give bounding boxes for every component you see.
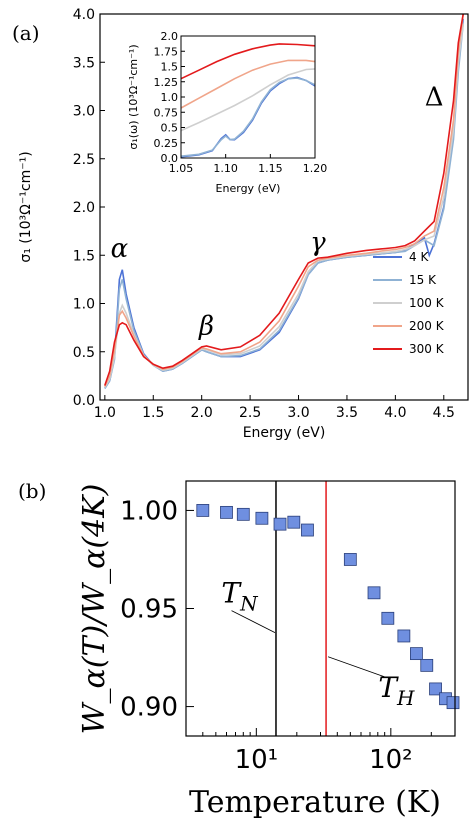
inset-x-tick-label: 1.10 — [213, 162, 238, 175]
x-tick-label: 1.0 — [94, 405, 116, 421]
y-tick-label: 0.0 — [73, 393, 95, 409]
x-tick-label: 4.0 — [384, 405, 406, 421]
x-tick-label: 2.5 — [239, 405, 261, 421]
series-line-2 — [104, 23, 464, 388]
inset-series-line-2 — [180, 68, 316, 132]
leader-line — [327, 656, 385, 678]
series-line-3 — [104, 13, 464, 387]
b-y-tick-label: 1.00 — [120, 496, 178, 526]
x-tick-label: 4.5 — [433, 405, 455, 421]
inset-x-tick-label: 1.15 — [258, 162, 283, 175]
x-tick-label: 3.0 — [287, 405, 309, 421]
inset-chart: 1.05 1.10 1.15 1.20 0.0 0.25 0.5 0.75 1.0 1.25 1.5… — [127, 30, 327, 195]
data-point — [301, 523, 314, 537]
b-ticks-group: 10¹ 10² 0.90 0.95 1.00 — [120, 496, 456, 775]
data-points-group — [196, 504, 460, 710]
main-y-axis-label: σ₁ (10³Ω⁻¹cm⁻¹) — [18, 151, 34, 262]
y-tick-label: 2.5 — [73, 152, 95, 168]
legend-label: 15 K — [409, 273, 437, 287]
inset-background — [181, 36, 315, 158]
b-x-tick-label: 10² — [369, 745, 413, 775]
legend-label: 300 K — [409, 342, 445, 356]
annotation-alpha: α — [111, 234, 129, 264]
y-tick-label: 1.5 — [73, 248, 95, 264]
inset-y-tick-label: 0.5 — [161, 122, 179, 135]
inset-y-tick-label: 0.25 — [154, 137, 179, 150]
main-series-group — [104, 13, 464, 389]
leader-line — [231, 610, 276, 633]
data-point — [367, 586, 381, 600]
y-tick-label: 2.0 — [73, 200, 95, 216]
inset-y-tick-label: 0.0 — [161, 152, 179, 165]
data-point — [273, 517, 287, 531]
data-point — [420, 658, 434, 672]
inset-series-line-1 — [180, 77, 316, 157]
x-tick-label: 1.5 — [142, 405, 164, 421]
inset-y-tick-label: 1.0 — [161, 91, 179, 104]
inset-series-line-3 — [180, 59, 316, 109]
b-x-tick-label: 10¹ — [235, 745, 279, 775]
y-tick-label: 4.0 — [73, 7, 95, 23]
b-y-tick-label: 0.95 — [120, 595, 178, 625]
inset-series-group — [180, 43, 316, 158]
data-point — [220, 505, 233, 519]
data-point — [255, 511, 269, 525]
data-point — [287, 515, 301, 529]
vline-label-0: TN — [221, 577, 259, 616]
main-x-axis-label: Energy (eV) — [243, 425, 326, 441]
main-legend: 4 K 15 K 100 K 200 K 300 K — [373, 250, 445, 356]
data-point — [343, 553, 357, 566]
legend-label: 4 K — [409, 250, 429, 264]
inset-ticks-group: 1.05 1.10 1.15 1.20 0.0 0.25 0.5 0.75 1.0 1.25 1.5… — [154, 30, 328, 175]
inset-y-tick-label: 1.25 — [154, 76, 179, 89]
annotation-gamma: γ — [310, 227, 326, 257]
legend-label: 200 K — [409, 319, 445, 333]
x-tick-label: 3.5 — [336, 405, 358, 421]
inset-x-tick-label: 1.20 — [303, 162, 328, 175]
inset-series-line-4 — [180, 43, 316, 80]
main-spectrum-chart: 1.0 1.5 2.0 2.5 3.0 3.5 4.0 4.5 0.0 0.5 1.0 1.5 2.0 2… — [18, 7, 469, 441]
data-point — [236, 507, 250, 521]
inset-x-axis-label: Energy (eV) — [216, 182, 281, 195]
panel-b-label: (b) — [18, 479, 46, 503]
inset-y-tick-label: 2.0 — [161, 30, 179, 43]
data-point — [397, 629, 411, 643]
inset-y-tick-label: 1.5 — [161, 61, 179, 74]
series-line-4 — [104, 13, 464, 386]
legend-label: 100 K — [409, 296, 445, 310]
inset-y-tick-label: 1.75 — [154, 45, 179, 58]
data-point — [446, 696, 460, 710]
data-point — [381, 611, 395, 625]
annotation-beta: β — [198, 311, 214, 341]
data-point — [429, 682, 442, 696]
y-tick-label: 3.0 — [73, 104, 95, 120]
b-y-axis-label: W_α(T)/W_α(4K) — [77, 484, 112, 735]
main-ticks-group: 1.0 1.5 2.0 2.5 3.0 3.5 4.0 4.5 0.0 0.5 1.0 1.5 2.0 2… — [73, 7, 455, 421]
inset-y-tick-label: 0.75 — [154, 106, 179, 119]
y-tick-label: 1.0 — [73, 297, 95, 313]
inset-y-axis-label: σ₁(ω) (10³Ω⁻¹cm⁻¹) — [127, 44, 140, 149]
b-x-axis-label: Temperature (K) — [189, 785, 441, 820]
y-tick-label: 3.5 — [73, 55, 95, 71]
data-point — [410, 647, 423, 661]
panel-a-label: (a) — [12, 21, 40, 45]
inset-x-tick-label: 1.05 — [169, 162, 194, 175]
data-point — [196, 504, 210, 517]
x-tick-label: 2.0 — [191, 405, 213, 421]
annotation-delta: Δ — [425, 83, 444, 113]
y-tick-label: 0.5 — [73, 345, 95, 361]
b-y-tick-label: 0.90 — [120, 693, 178, 723]
